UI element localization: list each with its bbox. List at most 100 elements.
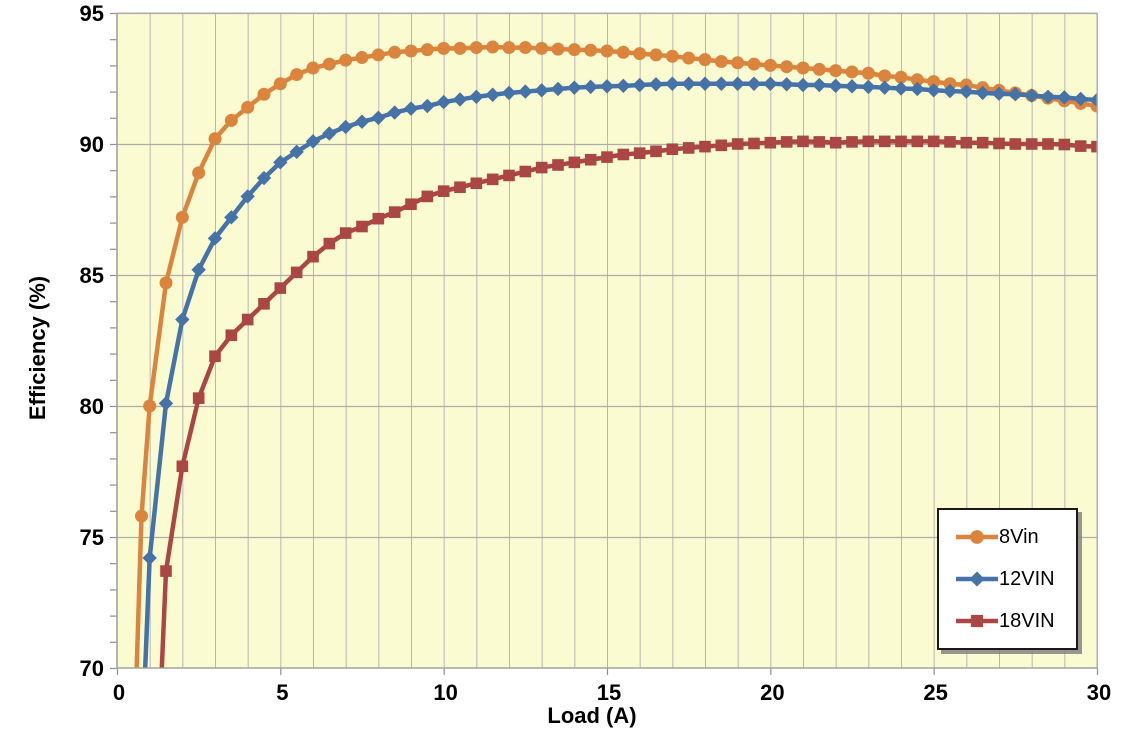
data-point-marker bbox=[584, 153, 597, 166]
x-tick-labels: 0 5 10 15 20 25 30 bbox=[113, 680, 1111, 705]
data-point-marker bbox=[290, 266, 303, 279]
data-point-marker bbox=[960, 136, 973, 149]
data-point-marker bbox=[748, 137, 760, 150]
data-point-marker bbox=[224, 113, 238, 127]
data-point-marker bbox=[927, 135, 940, 148]
data-point-marker bbox=[486, 40, 500, 54]
data-point-marker bbox=[600, 44, 614, 58]
data-point-marker bbox=[322, 57, 336, 71]
data-point-marker bbox=[274, 282, 287, 294]
legend-label-18vin: 18VIN bbox=[999, 610, 1055, 632]
data-point-marker bbox=[1089, 92, 1097, 108]
data-point-marker bbox=[829, 136, 842, 149]
x-tick-label: 5 bbox=[276, 680, 288, 705]
data-point-marker bbox=[273, 155, 288, 170]
data-point-marker bbox=[844, 79, 860, 94]
x-tick-label: 15 bbox=[597, 680, 621, 705]
data-point-marker bbox=[552, 159, 564, 171]
data-point-marker bbox=[648, 77, 664, 92]
data-point-marker bbox=[356, 220, 368, 233]
data-point-marker bbox=[1025, 138, 1038, 150]
data-point-marker bbox=[731, 138, 744, 150]
data-point-marker bbox=[927, 75, 941, 89]
data-point-marker bbox=[1057, 90, 1072, 105]
data-point-marker bbox=[1042, 138, 1054, 150]
data-point-marker bbox=[241, 100, 255, 114]
data-point-marker bbox=[501, 85, 517, 101]
data-point-marker bbox=[584, 43, 598, 57]
data-point-marker bbox=[290, 68, 304, 82]
data-point-marker bbox=[551, 42, 565, 56]
data-point-marker bbox=[420, 98, 435, 114]
data-point-marker bbox=[519, 165, 532, 178]
data-point-marker bbox=[616, 78, 631, 94]
data-point-marker bbox=[135, 509, 148, 523]
data-point-marker bbox=[176, 460, 189, 473]
data-point-marker bbox=[714, 76, 729, 91]
data-point-marker bbox=[878, 135, 891, 148]
data-point-marker bbox=[911, 135, 924, 148]
x-axis-ticks bbox=[116, 668, 1099, 675]
data-point-marker bbox=[518, 41, 532, 55]
data-point-marker bbox=[601, 151, 613, 163]
data-point-marker bbox=[861, 79, 876, 95]
data-point-marker bbox=[747, 57, 761, 71]
data-point-marker bbox=[469, 41, 483, 55]
y-tick-label: 75 bbox=[80, 525, 104, 550]
data-point-marker bbox=[682, 142, 695, 154]
data-point-marker bbox=[649, 48, 663, 62]
data-point-marker bbox=[207, 231, 223, 246]
data-point-marker bbox=[436, 94, 451, 110]
data-point-marker bbox=[388, 206, 401, 218]
data-point-marker bbox=[567, 43, 581, 57]
data-point-marker bbox=[991, 86, 1007, 101]
data-point-marker bbox=[191, 262, 206, 277]
legend-item-18vin: 18VIN bbox=[955, 611, 1076, 631]
legend-item-8vin: 8Vin bbox=[955, 527, 1076, 547]
data-point-marker bbox=[633, 47, 647, 61]
data-point-marker bbox=[354, 114, 370, 129]
data-point-marker bbox=[289, 144, 304, 160]
data-point-marker bbox=[812, 62, 826, 76]
data-point-marker bbox=[453, 41, 467, 55]
data-point-marker bbox=[699, 140, 711, 153]
data-point-marker bbox=[486, 173, 499, 186]
data-point-marker bbox=[970, 614, 984, 628]
series-8Vin bbox=[134, 40, 1097, 668]
data-point-marker bbox=[969, 571, 985, 587]
data-point-marker bbox=[698, 53, 712, 67]
data-point-marker bbox=[632, 77, 647, 93]
data-point-marker bbox=[371, 110, 386, 125]
data-point-marker bbox=[159, 276, 173, 290]
data-point-marker bbox=[503, 169, 515, 182]
series-18VIN bbox=[159, 135, 1097, 668]
data-point-marker bbox=[258, 298, 270, 310]
data-point-marker bbox=[485, 87, 500, 102]
data-point-marker bbox=[910, 81, 925, 97]
plot-border bbox=[116, 12, 1098, 669]
data-point-marker bbox=[812, 77, 827, 93]
y-tick-label: 85 bbox=[80, 263, 104, 288]
data-point-marker bbox=[158, 396, 174, 411]
data-point-marker bbox=[681, 76, 696, 91]
data-point-marker bbox=[469, 89, 484, 105]
data-point-marker bbox=[715, 139, 728, 152]
data-point-marker bbox=[256, 170, 272, 186]
data-point-marker bbox=[307, 250, 319, 263]
legend-label-12vin: 12VIN bbox=[999, 568, 1055, 590]
legend-marker-18vin-icon bbox=[956, 614, 998, 628]
data-point-marker bbox=[731, 56, 745, 70]
data-point-marker bbox=[1073, 91, 1088, 107]
data-point-marker bbox=[942, 83, 958, 99]
data-point-marker bbox=[894, 70, 908, 84]
data-point-marker bbox=[225, 329, 238, 342]
legend-label-8vin: 8Vin bbox=[999, 526, 1039, 548]
data-point-marker bbox=[534, 83, 549, 98]
data-point-marker bbox=[764, 136, 777, 149]
data-point-marker bbox=[1008, 87, 1023, 102]
data-point-marker bbox=[829, 64, 843, 78]
data-point-marker bbox=[878, 69, 892, 83]
data-point-marker bbox=[877, 80, 892, 95]
data-point-marker bbox=[944, 136, 956, 148]
